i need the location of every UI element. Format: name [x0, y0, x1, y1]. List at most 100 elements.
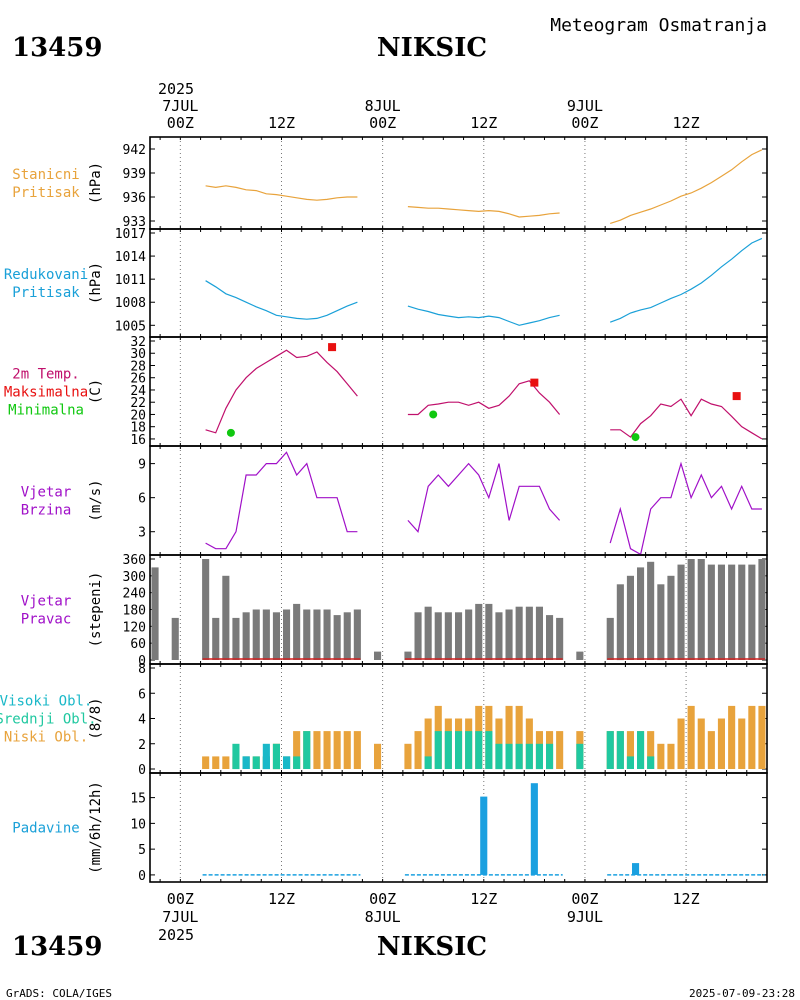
bar [343, 612, 351, 660]
top-tick-label: 12Z [673, 114, 700, 132]
y-tick-label: 1005 [115, 319, 146, 334]
bar [465, 609, 473, 660]
y-tick-label: 0 [138, 763, 146, 778]
bar [637, 567, 645, 660]
panel-frame [149, 445, 768, 556]
tmax-marker [530, 378, 539, 387]
bar [171, 617, 179, 660]
y-tick-label: 8 [138, 662, 146, 677]
series-line [205, 451, 358, 550]
bar-niski-obl- [677, 718, 685, 769]
bar [758, 559, 766, 660]
bar-niski-obl- [313, 731, 321, 769]
y-tick-label: 240 [123, 587, 146, 602]
bar-niski-obl- [687, 705, 695, 769]
tmax-marker [732, 392, 741, 401]
y-tick-label: 60 [130, 637, 146, 652]
series-line [407, 206, 560, 218]
y-axis-label: (m/s) [88, 479, 104, 521]
bar-srednji-obl- [485, 731, 493, 769]
series-line [205, 280, 358, 320]
bar-srednji-obl- [424, 756, 432, 769]
side-label: Niski Obl. [4, 730, 88, 746]
bar-niski-obl- [556, 731, 564, 769]
y-tick-label: 10 [130, 817, 146, 832]
tmin-marker [631, 433, 640, 442]
station-id-top: 13459 [12, 33, 102, 63]
bar [323, 609, 331, 660]
bottom-tick-label: 00Z [571, 890, 598, 908]
bottom-tick-date: 9JUL [567, 908, 603, 926]
panel-precipitation: 0 5 10 15 (mm/6h/12h) Padavine [12, 772, 768, 884]
panel-clouds: 0 2 4 6 8 (8/8)Visoki Obl. Srednji Obl. Niski O… [0, 662, 768, 778]
bottom-tick-label: 00Z [167, 890, 194, 908]
side-label: Pravac [21, 612, 72, 628]
bar [728, 564, 736, 660]
y-axis-label: (hPa) [88, 262, 104, 304]
bar-srednji-obl- [465, 731, 473, 769]
y-tick-label: 0 [138, 869, 146, 884]
bar-niski-obl- [323, 731, 331, 769]
top-tick-label: 12Z [268, 114, 295, 132]
bar [283, 609, 291, 660]
bar-niski-obl- [424, 718, 432, 769]
y-tick-label: 1011 [115, 273, 146, 288]
panels: 933936939942(hPa)StanicniPritisak1005100… [0, 136, 768, 884]
bottom-tick-date: 8JUL [365, 908, 401, 926]
y-axis-label: (stepeni) [88, 572, 104, 648]
product-title: Meteogram Osmatranja [550, 15, 767, 36]
side-label: Pritisak [12, 285, 80, 301]
bar [707, 564, 715, 660]
bar [717, 564, 725, 660]
bar [687, 559, 695, 660]
bar-niski-obl- [647, 731, 655, 769]
series-line [407, 462, 561, 533]
bar [738, 564, 746, 660]
bar [556, 617, 564, 660]
y-tick-label: 120 [123, 620, 146, 635]
panel-frame [149, 228, 768, 338]
tmax-marker [328, 343, 337, 352]
bar-niski-obl- [212, 756, 220, 769]
bar-srednji-obl- [252, 756, 260, 769]
bar-srednji-obl- [525, 743, 533, 770]
y-tick-label: 5 [138, 843, 146, 858]
side-label: Maksimalna [4, 385, 88, 401]
bar-niski-obl- [222, 756, 230, 769]
bar-niski-obl- [738, 718, 746, 769]
bar-srednji-obl- [272, 743, 280, 770]
bar [303, 609, 311, 660]
side-label: Padavine [12, 821, 79, 837]
bar [475, 603, 483, 660]
series-line [610, 398, 763, 440]
bar [525, 606, 533, 660]
series-line [609, 237, 763, 323]
bar-niski-obl- [657, 743, 665, 770]
top-tick-date: 8JUL [365, 97, 401, 115]
bar-srednji-obl- [444, 731, 452, 769]
bar-niski-obl- [414, 731, 422, 769]
side-label: 2m Temp. [12, 367, 79, 383]
bar [667, 575, 675, 660]
y-axis-label: (8/8) [88, 697, 104, 739]
side-label: Vjetar [21, 485, 72, 501]
bar [444, 612, 452, 660]
bar-niski-obl- [717, 718, 725, 769]
bar-srednji-obl- [303, 731, 311, 769]
panel-frame [149, 772, 768, 883]
side-label: Brzina [21, 503, 72, 519]
y-tick-label: 3 [138, 526, 146, 541]
bar-niski-obl- [748, 705, 756, 769]
timestamp-text: 2025-07-09-23:28 [689, 987, 795, 1000]
y-tick-label: 15 [130, 792, 146, 807]
bar-niski-obl- [505, 705, 513, 769]
bar [434, 612, 442, 660]
bar-niski-obl- [707, 731, 715, 769]
bar [313, 609, 321, 660]
bar-srednji-obl- [495, 743, 503, 770]
panel-reduced_pressure: 1005 1008 1011 1014 1017 (hPa)Redukovani Priti… [4, 227, 768, 338]
top-tick-label: 12Z [470, 114, 497, 132]
y-tick-label: 32 [130, 335, 146, 350]
